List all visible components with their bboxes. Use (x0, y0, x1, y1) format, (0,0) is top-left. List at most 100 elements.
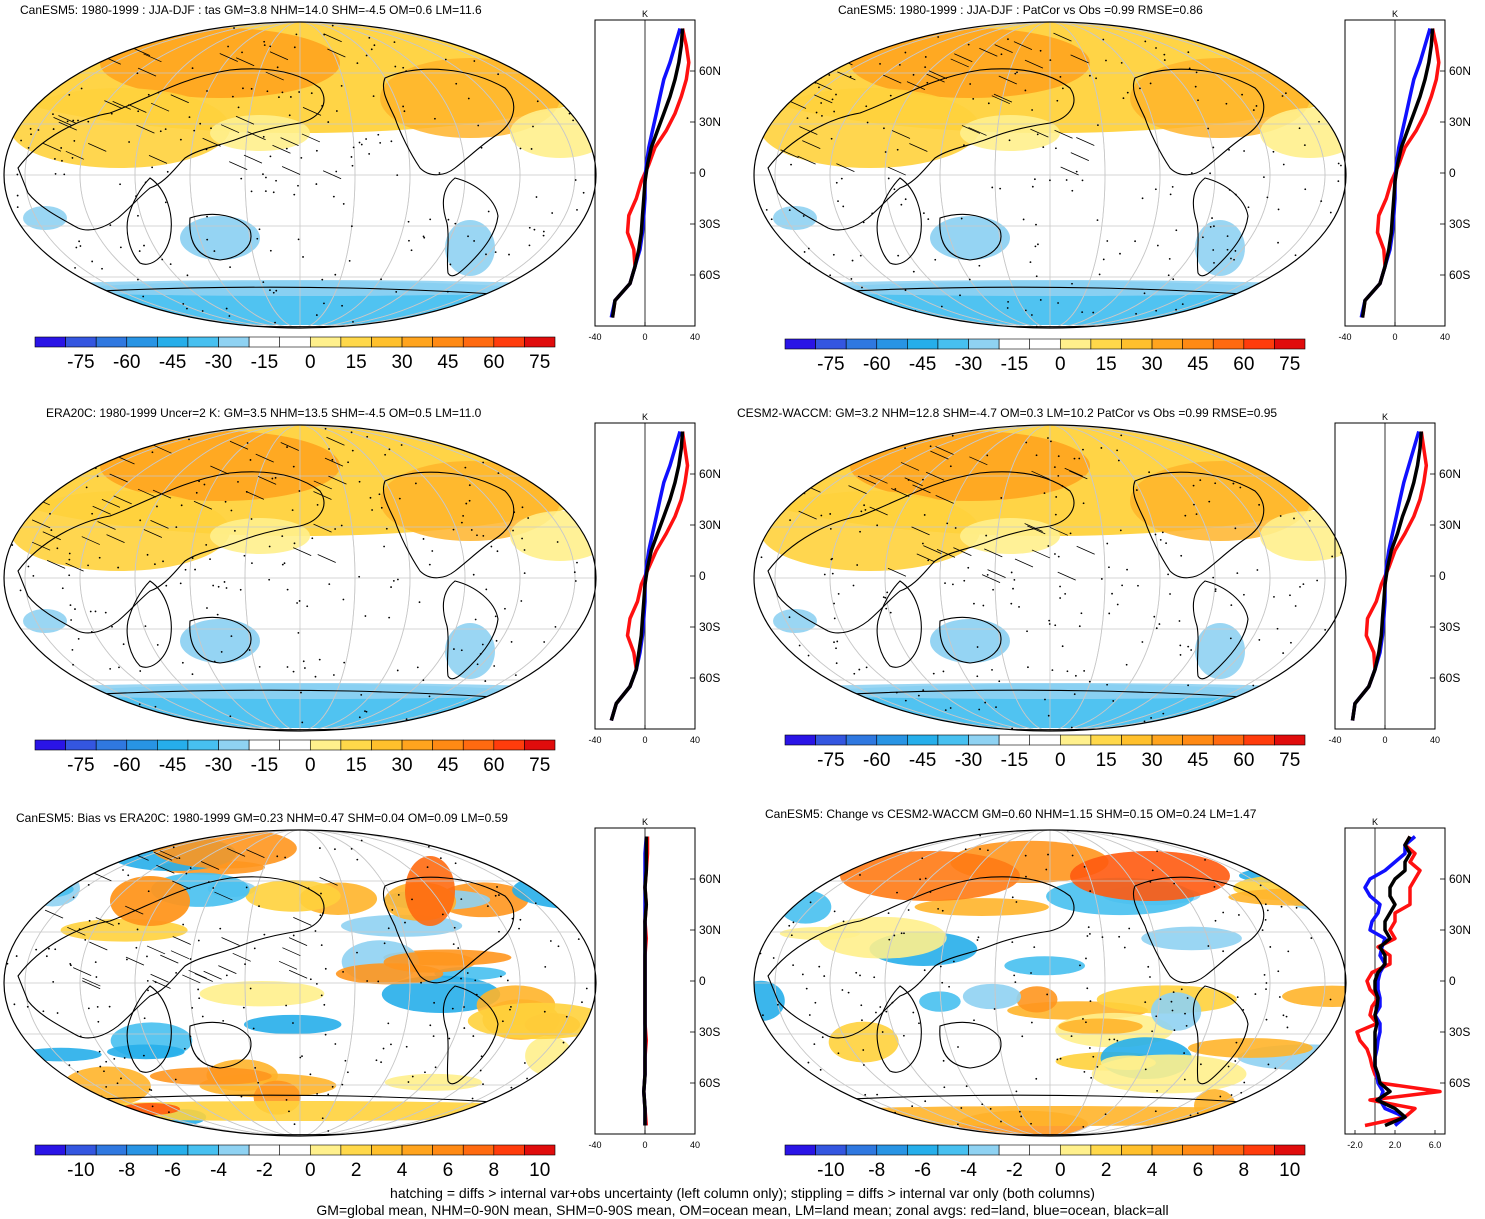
zonal-x-tick-label: 0 (1382, 735, 1387, 745)
colorbar-swatch (1212, 1144, 1245, 1156)
colorbar-swatch (1029, 338, 1061, 350)
colorbar-swatch (65, 336, 97, 348)
colorbar-swatch (1274, 734, 1306, 746)
zonal-x-tick-label: 0 (642, 332, 647, 342)
colorbar-swatch (1059, 1144, 1092, 1156)
zonal-mean-plot: K 60N 30N 0 30S 60S -40 0 40 (1328, 412, 1460, 745)
colorbar-swatch (1212, 338, 1245, 350)
colorbar-swatch (937, 338, 969, 350)
colorbar-swatch (340, 336, 372, 348)
zonal-lat-label: 60N (1449, 64, 1470, 78)
colorbar-label: 0 (1055, 1160, 1066, 1181)
colorbar-swatch (218, 1144, 250, 1156)
zonal-lat-label: 30S (1439, 620, 1460, 634)
colorbar-label: -60 (863, 750, 890, 771)
colorbar-swatch (34, 336, 66, 348)
colorbar-label: 6 (1193, 1160, 1204, 1181)
colorbar-label: -75 (817, 354, 844, 375)
colorbar-label: 60 (483, 352, 504, 373)
colorbar-label: -75 (817, 750, 844, 771)
colorbar-swatch (1029, 734, 1061, 746)
zonal-x-tick-label: 6.0 (1429, 1140, 1442, 1150)
colorbar-label: 75 (1279, 354, 1300, 375)
colorbar-swatch (95, 1144, 128, 1156)
colorbar-swatch (248, 1144, 281, 1156)
zonal-lat-label: 60N (1449, 872, 1470, 886)
colorbar-label: 45 (437, 352, 458, 373)
colorbar-swatch (126, 1144, 158, 1156)
colorbar-label: 6 (443, 1160, 454, 1181)
zonal-mean-plot: K 60N 30N 0 30S 60S -40 0 40 (588, 9, 720, 342)
colorbar-swatch (401, 1144, 433, 1156)
zonal-x-tick-label: 40 (690, 735, 700, 745)
zonal-lat-label: 30N (1439, 518, 1460, 532)
colorbar-swatch (998, 1144, 1031, 1156)
zonal-line-all (1360, 28, 1435, 318)
panel-title: CESM2-WACCM: GM=3.2 NHM=12.8 SHM=-4.7 OM… (737, 406, 1278, 420)
panel-title: CanESM5: 1980-1999 : JJA-DJF : tas GM=3.… (20, 3, 482, 17)
colorbar-swatch (845, 338, 878, 350)
zonal-unit-label: K (642, 412, 648, 422)
colorbar-label: -45 (159, 352, 186, 373)
colorbar-swatch (1121, 734, 1153, 746)
colorbar-label: 60 (1233, 354, 1254, 375)
world-map (753, 829, 1347, 1137)
colorbar-swatch (340, 1144, 372, 1156)
zonal-x-tick-label: 40 (1440, 332, 1450, 342)
zonal-x-tick-label: -40 (1338, 332, 1351, 342)
colorbar-swatch (371, 739, 403, 751)
colorbar-label: -45 (909, 354, 936, 375)
zonal-lat-label: 30S (1449, 1025, 1470, 1039)
zonal-lat-label: 0 (1449, 166, 1456, 180)
colorbar-swatch (34, 1144, 66, 1156)
zonal-mean-plot: K 60N 30N 0 30S 60S -40 0 40 (588, 412, 720, 745)
colorbar-swatch (907, 734, 939, 746)
colorbar-swatch (462, 336, 495, 348)
zonal-mean-plot: K 60N 30N 0 30S 60S -40 0 40 (1338, 9, 1470, 342)
zonal-lat-label: 30S (699, 620, 720, 634)
zonal-lat-label: 60S (699, 268, 720, 282)
zonal-x-tick-label: -2.0 (1347, 1140, 1363, 1150)
colorbar-swatch (493, 1144, 525, 1156)
colorbar-label: 45 (1187, 354, 1208, 375)
colorbar-swatch (876, 734, 908, 746)
colorbar-swatch (845, 1144, 878, 1156)
colorbar: -75 -60 -45 -30 -15 0 15 30 45 60 75 (784, 734, 1306, 771)
colorbar-label: -45 (159, 755, 186, 776)
colorbar-label: 0 (305, 1160, 316, 1181)
zonal-lat-label: 30S (699, 1025, 720, 1039)
colorbar-label: 4 (397, 1160, 408, 1181)
zonal-unit-label: K (1372, 817, 1378, 827)
colorbar-swatch (784, 1144, 816, 1156)
colorbar-label: 10 (1279, 1160, 1300, 1181)
colorbar-swatch (968, 338, 1000, 350)
colorbar-swatch (187, 336, 219, 348)
colorbar-swatch (1059, 734, 1092, 746)
colorbar-label: -45 (909, 750, 936, 771)
colorbar-label: 15 (346, 352, 367, 373)
colorbar-label: 75 (529, 755, 550, 776)
world-map (753, 424, 1347, 732)
colorbar-label: -30 (205, 352, 232, 373)
colorbar-label: -60 (863, 354, 890, 375)
colorbar-swatch (937, 1144, 969, 1156)
zonal-line-all (1373, 835, 1412, 1128)
colorbar-swatch (1182, 1144, 1214, 1156)
colorbar-swatch (784, 734, 816, 746)
zonal-x-tick-label: 0 (1392, 332, 1397, 342)
colorbar-swatch (462, 739, 495, 751)
footer-note-1: hatching = diffs > internal var+obs unce… (390, 1185, 1095, 1201)
zonal-lat-label: 0 (699, 569, 706, 583)
panel-top-right: CanESM5: 1980-1999 : JJA-DJF : PatCor vs… (745, 0, 1485, 375)
colorbar-swatch (1182, 734, 1214, 746)
zonal-lat-label: 30N (1449, 923, 1470, 937)
colorbar-label: 0 (1055, 354, 1066, 375)
zonal-x-tick-label: -40 (588, 735, 601, 745)
panel-title: ERA20C: 1980-1999 Uncer=2 K: GM=3.5 NHM=… (46, 406, 482, 420)
colorbar-swatch (1243, 734, 1275, 746)
colorbar-swatch (218, 739, 250, 751)
colorbar-label: 75 (529, 352, 550, 373)
colorbar-swatch (1151, 1144, 1183, 1156)
colorbar-swatch (907, 338, 939, 350)
colorbar-swatch (907, 1144, 939, 1156)
